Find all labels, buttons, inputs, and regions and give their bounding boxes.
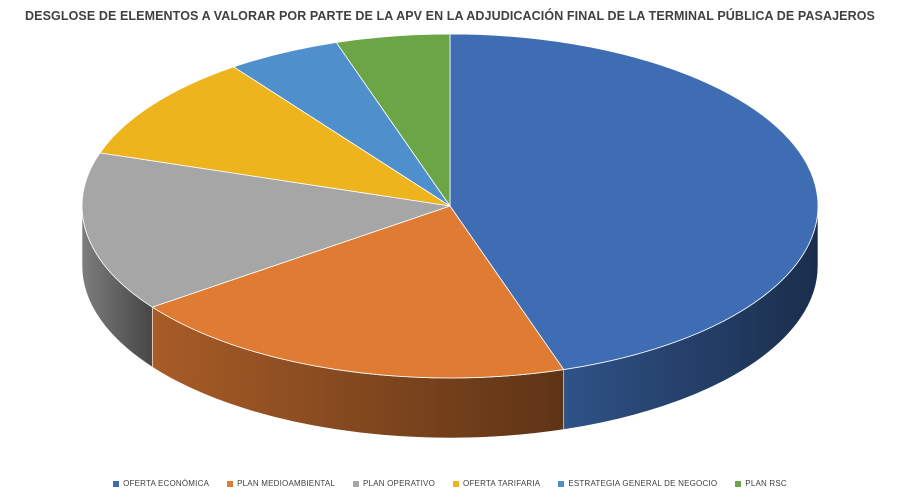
legend-label: PLAN OPERATIVO xyxy=(363,479,436,488)
legend-swatch xyxy=(558,480,565,487)
legend-swatch xyxy=(353,480,360,487)
legend-swatch xyxy=(735,480,742,487)
legend: OFERTA ECONÓMICA PLAN MEDIOAMBIENTAL PLAN … xyxy=(0,479,900,488)
legend-item: PLAN RSC xyxy=(735,479,787,488)
legend-label: OFERTA TARIFARIA xyxy=(463,479,541,488)
legend-item: PLAN OPERATIVO xyxy=(353,479,435,488)
pie-slice-plan-operativo xyxy=(81,152,451,308)
pie-slice-oferta-tarifaria xyxy=(99,66,451,207)
legend-item: OFERTA TARIFARIA xyxy=(453,479,540,488)
legend-item: OFERTA ECONÓMICA xyxy=(113,479,209,488)
pie-slice-oferta-econ-mica xyxy=(449,33,819,371)
legend-swatch xyxy=(113,480,120,487)
legend-item: PLAN MEDIOAMBIENTAL xyxy=(227,479,335,488)
legend-item: ESTRATEGIA GENERAL DE NEGOCIO xyxy=(558,479,717,488)
legend-label: ESTRATEGIA GENERAL DE NEGOCIO xyxy=(568,479,718,488)
legend-label: PLAN RSC xyxy=(745,479,787,488)
pie-slice-plan-medioambiental xyxy=(151,205,565,379)
legend-swatch xyxy=(227,480,234,487)
legend-swatch xyxy=(453,480,460,487)
legend-label: OFERTA ECONÓMICA xyxy=(123,479,210,488)
pie-slice-plan-rsc xyxy=(335,33,451,208)
legend-label: PLAN MEDIOAMBIENTAL xyxy=(237,479,336,488)
chart-title: DESGLOSE DE ELEMENTOS A VALORAR POR PART… xyxy=(25,9,875,23)
